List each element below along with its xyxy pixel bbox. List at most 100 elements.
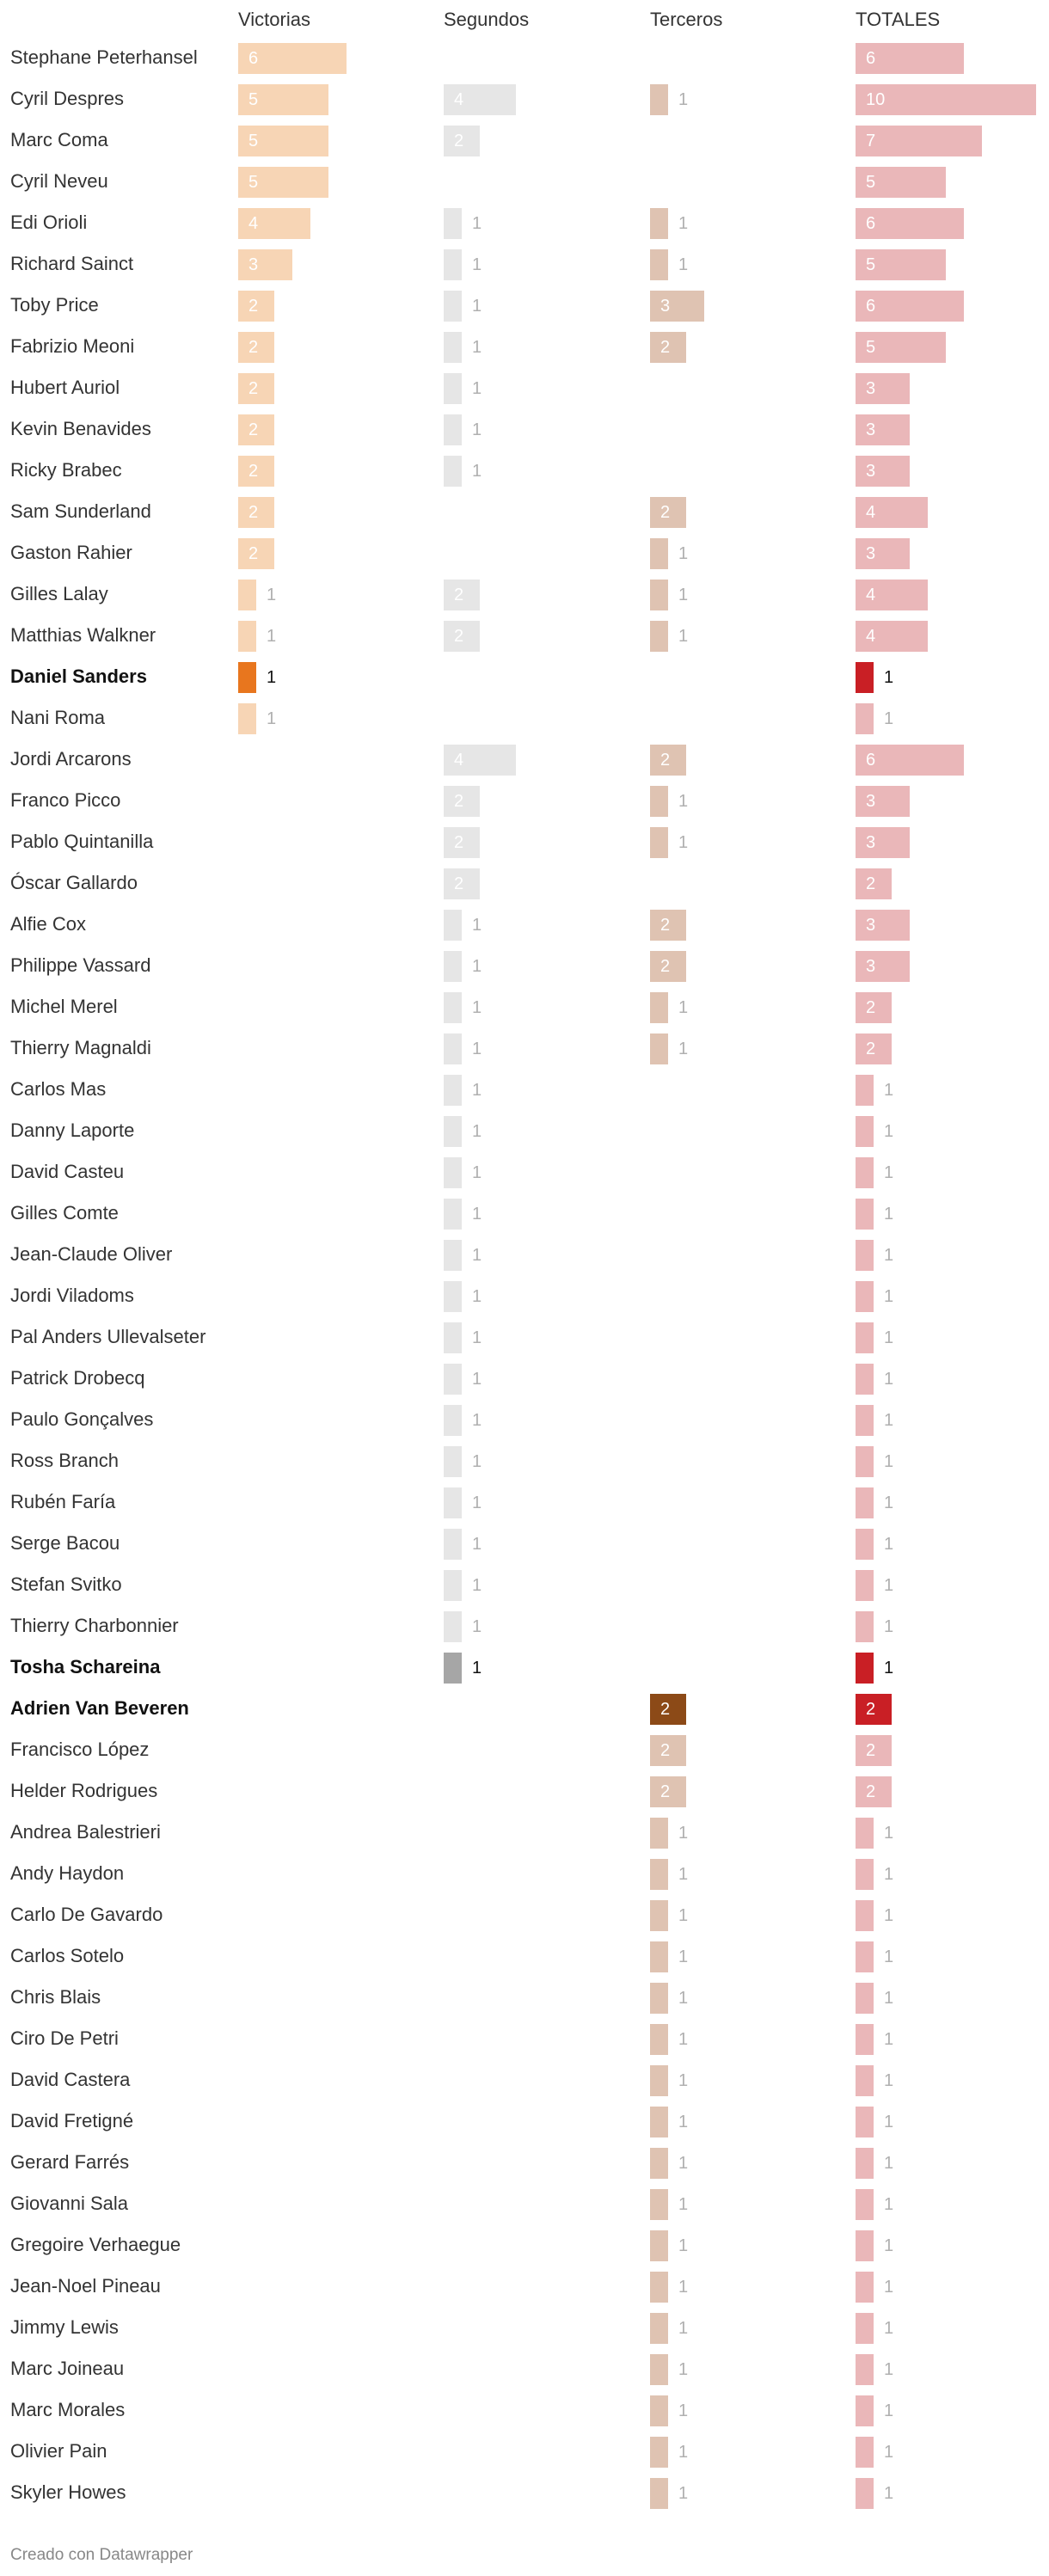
bar-totales: [856, 497, 928, 528]
value-label-totales: 1: [884, 1659, 894, 1677]
bar-segundos: [444, 868, 480, 899]
table-row: Gerard Farrés 1 1: [0, 2143, 1049, 2184]
table-row: Andy Haydon 1 1: [0, 1854, 1049, 1895]
value-label-segundos: 1: [472, 297, 482, 316]
value-label-totales: 1: [884, 2319, 894, 2338]
bar-terceros: [650, 84, 668, 115]
value-label-totales: 4: [866, 627, 876, 646]
value-label-segundos: 2: [454, 833, 464, 852]
bar-terceros: [650, 621, 668, 652]
value-label-segundos: 2: [454, 586, 464, 604]
table-row: Ciro De Petri 1 1: [0, 2019, 1049, 2060]
bar-totales: [856, 2272, 874, 2303]
row-name: Jean-Claude Oliver: [10, 1243, 173, 1265]
value-label-victorias: 2: [248, 462, 259, 481]
table-row: David Casteu 1 1: [0, 1152, 1049, 1193]
bar-segundos: [444, 456, 462, 487]
value-label-segundos: 1: [472, 420, 482, 439]
table-row: Matthias Walkner 1 2 1 4: [0, 616, 1049, 657]
row-name: Fabrizio Meoni: [10, 335, 135, 357]
bar-totales: [856, 621, 928, 652]
bar-segundos: [444, 332, 462, 363]
bar-terceros: [650, 2437, 668, 2468]
value-label-totales: 3: [866, 544, 876, 563]
row-name: Gilles Comte: [10, 1202, 119, 1224]
bar-victorias: [238, 291, 274, 322]
bar-totales: [856, 538, 910, 569]
bar-totales: [856, 1941, 874, 1972]
value-label-totales: 6: [866, 751, 876, 770]
row-name: Franco Picco: [10, 789, 121, 811]
table-row: Gilles Lalay 1 2 1 4: [0, 574, 1049, 616]
bar-totales: [856, 1240, 874, 1271]
bar-totales: [856, 1446, 874, 1477]
value-label-segundos: 1: [472, 379, 482, 398]
bar-terceros: [650, 1033, 668, 1064]
column-header-terceros: Terceros: [650, 9, 723, 30]
bar-totales: [856, 1570, 874, 1601]
row-name: Carlos Sotelo: [10, 1945, 125, 1966]
bar-totales: [856, 703, 874, 734]
value-label-totales: 1: [884, 1246, 894, 1265]
bar-segundos: [444, 1446, 462, 1477]
value-label-totales: 1: [884, 1205, 894, 1224]
bar-terceros: [650, 2354, 668, 2385]
bar-segundos: [444, 1529, 462, 1560]
value-label-terceros: 2: [660, 916, 671, 935]
table-row: Paulo Gonçalves 1 1: [0, 1400, 1049, 1441]
bar-terceros: [650, 2065, 668, 2096]
bar-totales: [856, 2437, 874, 2468]
table-row: Carlo De Gavardo 1 1: [0, 1895, 1049, 1936]
bar-totales: [856, 1116, 874, 1147]
bar-totales: [856, 43, 964, 74]
bar-segundos: [444, 1075, 462, 1106]
bar-totales: [856, 2313, 874, 2344]
row-name: Gregoire Verhaegue: [10, 2234, 181, 2255]
table-row: Daniel Sanders 1 1: [0, 657, 1049, 698]
value-label-terceros: 1: [678, 2360, 689, 2379]
bar-victorias: [238, 621, 256, 652]
table-row: Jimmy Lewis 1 1: [0, 2308, 1049, 2349]
table-row: Tosha Schareina 1 1: [0, 1647, 1049, 1689]
bar-segundos: [444, 291, 462, 322]
row-name: Toby Price: [10, 294, 99, 316]
value-label-terceros: 1: [678, 2401, 689, 2420]
row-name: Rubén Faría: [10, 1491, 116, 1512]
table-row: Michel Merel 1 1 2: [0, 987, 1049, 1028]
bar-segundos: [444, 126, 480, 156]
bar-totales: [856, 1735, 892, 1766]
bar-victorias: [238, 538, 274, 569]
bar-totales: [856, 167, 946, 198]
row-name: Adrien Van Beveren: [10, 1697, 189, 1719]
value-label-totales: 1: [884, 1370, 894, 1389]
row-name: Daniel Sanders: [10, 665, 147, 687]
bar-totales: [856, 1322, 874, 1353]
bar-terceros: [650, 2478, 668, 2509]
row-name: Cyril Despres: [10, 88, 125, 109]
table-row: Alfie Cox 1 2 3: [0, 905, 1049, 946]
value-label-totales: 1: [884, 1617, 894, 1636]
value-label-segundos: 1: [472, 1040, 482, 1058]
table-row: Andrea Balestrieri 1 1: [0, 1812, 1049, 1854]
value-label-totales: 2: [866, 998, 876, 1017]
table-row: Thierry Charbonnier 1 1: [0, 1606, 1049, 1647]
bar-victorias: [238, 43, 347, 74]
value-label-totales: 1: [884, 2030, 894, 2049]
value-label-terceros: 1: [678, 1947, 689, 1966]
value-label-totales: 1: [884, 2401, 894, 2420]
table-row: Giovanni Sala 1 1: [0, 2184, 1049, 2225]
bar-totales: [856, 1281, 874, 1312]
table-row: Helder Rodrigues 2 2: [0, 1771, 1049, 1812]
bar-totales: [856, 910, 910, 941]
row-name: Ross Branch: [10, 1450, 119, 1471]
row-name: Thierry Charbonnier: [10, 1615, 179, 1636]
bar-totales: [856, 1405, 874, 1436]
bar-segundos: [444, 373, 462, 404]
bar-segundos: [444, 1281, 462, 1312]
row-name: Gerard Farrés: [10, 2151, 130, 2173]
value-label-totales: 5: [866, 255, 876, 274]
value-label-terceros: 1: [678, 998, 689, 1017]
value-label-totales: 6: [866, 297, 876, 316]
value-label-segundos: 1: [472, 916, 482, 935]
